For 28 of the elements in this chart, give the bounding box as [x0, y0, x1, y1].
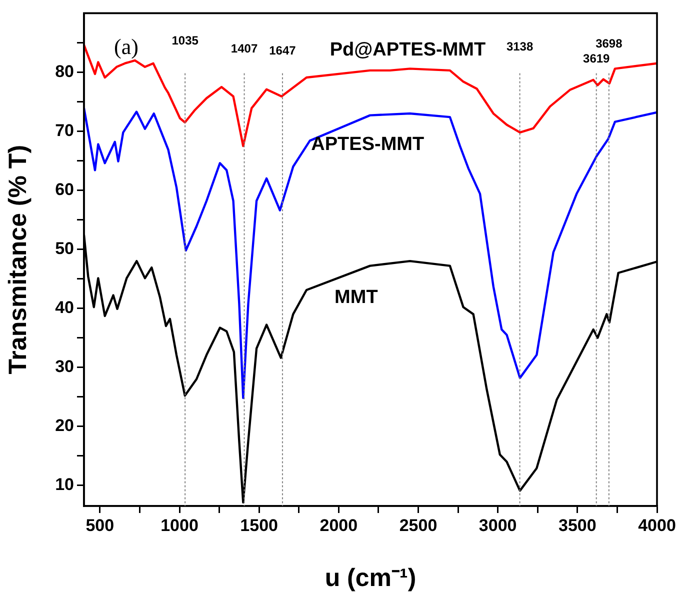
ref-line-label: 3698 [596, 36, 623, 51]
ref-line-label: 3619 [583, 52, 610, 66]
x-tick-label: 2500 [399, 516, 438, 535]
ref-line-label: 1647 [269, 44, 296, 58]
annotation: (a) [114, 34, 138, 59]
series-label: APTES-MMT [311, 134, 424, 156]
ref-line-label: 1407 [230, 42, 258, 56]
x-tick-label: 1000 [160, 516, 198, 535]
y-tick-label: 20 [55, 416, 74, 436]
series-label: MMT [334, 286, 378, 308]
x-tick-label: 1500 [240, 516, 278, 535]
x-tick-label: 3000 [478, 516, 517, 535]
x-tick-label: 2000 [320, 516, 358, 535]
y-axis-title: Transmitance (% T) [4, 144, 32, 374]
ref-line-label: 3138 [506, 40, 534, 54]
y-tick-label: 10 [55, 475, 74, 494]
y-tick-label: 40 [55, 298, 74, 317]
y-tick-label: 80 [55, 62, 74, 81]
x-tick-label: 500 [86, 516, 114, 535]
x-tick-label: 4000 [638, 516, 676, 535]
y-tick-label: 50 [55, 238, 74, 258]
x-tick-label: 3500 [558, 516, 596, 535]
y-tick-label: 60 [55, 180, 74, 199]
y-tick-label: 30 [55, 356, 74, 376]
ref-line-label: 1035 [172, 34, 199, 48]
x-axis-title: u (cm⁻¹) [324, 564, 416, 592]
y-tick-label: 70 [55, 120, 74, 140]
series-label: Pd@APTES-MMT [330, 39, 486, 60]
